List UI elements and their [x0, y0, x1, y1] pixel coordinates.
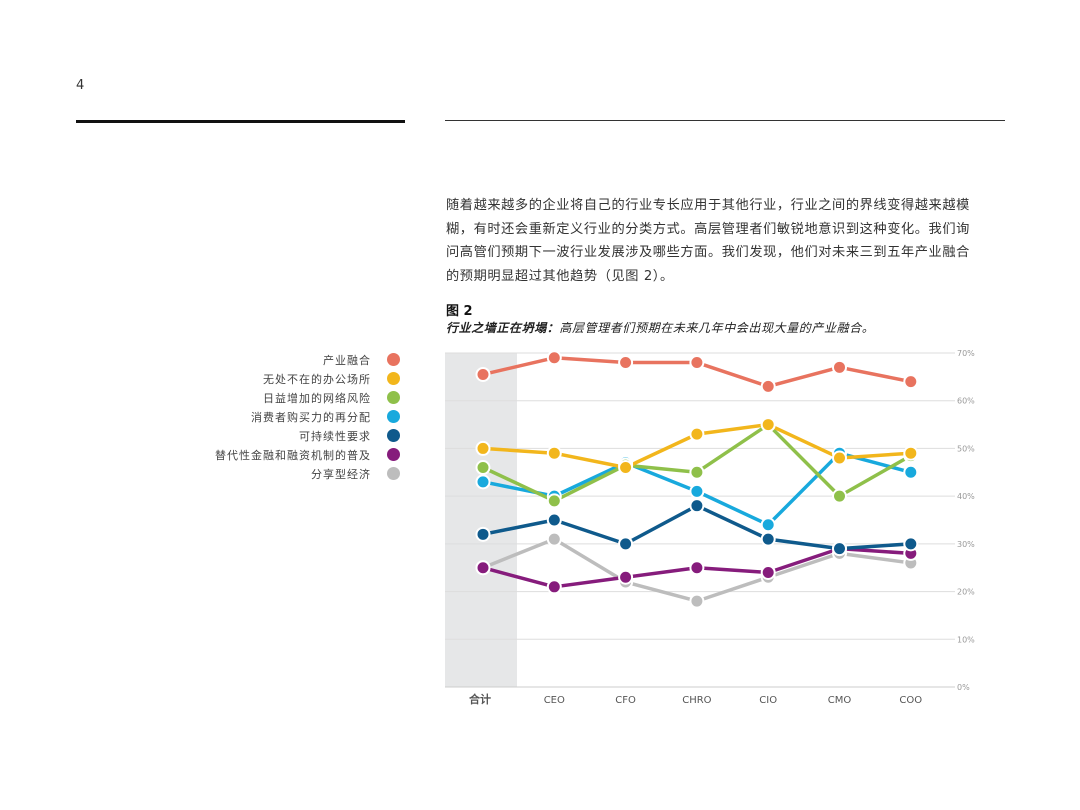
legend-swatch	[387, 353, 400, 366]
data-point	[903, 464, 919, 480]
intro-paragraph: 随着越来越多的企业将自己的行业专长应用于其他行业，行业之间的界线变得越来越模糊，…	[446, 198, 970, 284]
legend-item: 无处不在的办公场所	[215, 369, 400, 388]
data-point	[546, 579, 562, 595]
data-point	[689, 355, 705, 371]
data-point	[760, 531, 776, 547]
data-point	[903, 374, 919, 390]
legend-swatch	[387, 429, 400, 442]
data-point	[689, 498, 705, 514]
data-point	[689, 483, 705, 499]
legend-label: 日益增加的网络风险	[263, 391, 371, 405]
data-point	[546, 512, 562, 528]
data-point	[689, 593, 705, 609]
data-point	[475, 474, 491, 490]
data-point	[618, 569, 634, 585]
y-tick-label: 70%	[957, 349, 975, 358]
section-rule-left	[76, 120, 405, 123]
legend-label: 分享型经济	[311, 467, 371, 481]
data-point	[832, 359, 847, 375]
data-point	[689, 426, 705, 442]
legend-label: 替代性金融和融资机制的普及	[215, 448, 371, 462]
data-point	[546, 493, 562, 509]
x-tick-label: CFO	[615, 695, 636, 706]
legend-item: 日益增加的网络风险	[215, 388, 400, 407]
legend-item: 可持续性要求	[215, 426, 400, 445]
legend-item: 替代性金融和融资机制的普及	[215, 445, 400, 464]
legend-label: 产业融合	[323, 353, 371, 367]
legend-item: 消费者购买力的再分配	[215, 407, 400, 426]
data-point	[546, 350, 562, 366]
y-tick-label: 30%	[957, 540, 975, 549]
y-tick-label: 0%	[957, 683, 970, 692]
x-tick-label: CMO	[828, 695, 852, 706]
legend-label: 可持续性要求	[299, 429, 371, 443]
data-point	[903, 536, 919, 552]
legend-swatch	[387, 448, 400, 461]
figure-caption-lead: 行业之墙正在坍塌：	[446, 321, 560, 335]
data-point	[760, 417, 776, 433]
data-point	[475, 560, 491, 576]
data-point	[832, 541, 847, 557]
data-point	[760, 517, 776, 533]
figure-caption: 行业之墙正在坍塌：高层管理者们预期在未来几年中会出现大量的产业融合。	[446, 319, 1006, 336]
data-point	[475, 440, 491, 456]
section-rule-right	[445, 120, 1005, 121]
legend-label: 无处不在的办公场所	[263, 372, 371, 386]
x-tick-label: 合计	[469, 692, 491, 706]
x-tick-label: COO	[899, 695, 922, 706]
legend-label: 消费者购买力的再分配	[251, 410, 371, 424]
legend-item: 分享型经济	[215, 464, 400, 483]
data-point	[832, 450, 847, 466]
y-tick-label: 10%	[957, 635, 975, 644]
data-point	[475, 366, 491, 382]
x-tick-label: CIO	[759, 695, 777, 706]
y-tick-label: 50%	[957, 444, 975, 453]
data-point	[903, 445, 919, 461]
data-point	[475, 526, 491, 542]
page-number: 4	[76, 78, 85, 93]
chart-legend: 产业融合无处不在的办公场所 日益增加的网络风险消费者购买力的再分配可持续性要求替代…	[215, 350, 400, 483]
data-point	[689, 560, 705, 576]
legend-swatch	[387, 410, 400, 423]
y-tick-label: 20%	[957, 588, 975, 597]
legend-swatch	[387, 391, 400, 404]
data-point	[760, 378, 776, 394]
figure-label: 图 2	[446, 304, 473, 319]
x-tick-label: CEO	[544, 695, 565, 706]
data-point	[832, 488, 847, 504]
legend-swatch	[387, 467, 400, 480]
data-point	[618, 355, 634, 371]
x-tick-label: CHRO	[682, 695, 711, 706]
y-tick-label: 60%	[957, 397, 975, 406]
legend-swatch	[387, 372, 400, 385]
legend-item: 产业融合	[215, 350, 400, 369]
y-tick-label: 40%	[957, 492, 975, 501]
data-point	[618, 536, 634, 552]
data-point	[546, 445, 562, 461]
data-point	[760, 564, 776, 580]
data-point	[689, 464, 705, 480]
figure-caption-text: 高层管理者们预期在未来几年中会出现大量的产业融合。	[559, 321, 875, 335]
total-column-highlight	[445, 353, 517, 687]
data-point	[475, 460, 491, 476]
data-point	[546, 531, 562, 547]
data-point	[618, 460, 634, 476]
